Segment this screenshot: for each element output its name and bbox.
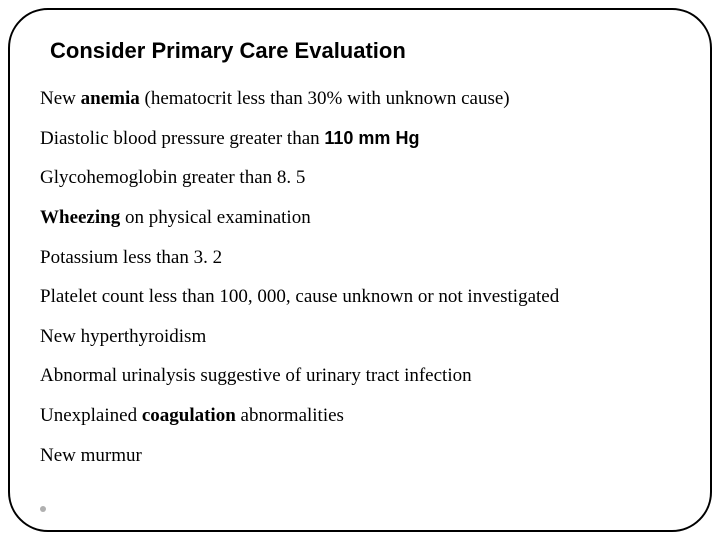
item-list: New anemia (hematocrit less than 30% wit… xyxy=(40,86,680,468)
item-prefix: Unexplained xyxy=(40,405,142,426)
item-prefix: Potassium less than 3. 2 xyxy=(40,247,222,268)
item-prefix: New xyxy=(40,88,81,109)
list-item: Abnormal urinalysis suggestive of urinar… xyxy=(40,363,680,389)
item-bold: anemia xyxy=(81,88,140,109)
list-item: Platelet count less than 100, 000, cause… xyxy=(40,284,680,310)
item-prefix: Abnormal urinalysis suggestive of urinar… xyxy=(40,365,472,386)
item-mid: (hematocrit less than 30% with unknown c… xyxy=(140,88,510,109)
slide-frame: Consider Primary Care Evaluation New ane… xyxy=(8,8,712,532)
list-item: Unexplained coagulation abnormalities xyxy=(40,403,680,429)
item-prefix: New hyperthyroidism xyxy=(40,326,206,347)
item-mid: abnormalities xyxy=(236,405,344,426)
footer-dot-icon xyxy=(40,506,46,512)
list-item: New hyperthyroidism xyxy=(40,324,680,350)
list-item: Potassium less than 3. 2 xyxy=(40,245,680,271)
list-item: Glycohemoglobin greater than 8. 5 xyxy=(40,165,680,191)
item-prefix: New murmur xyxy=(40,445,142,466)
list-item: Diastolic blood pressure greater than 11… xyxy=(40,126,680,152)
slide-title: Consider Primary Care Evaluation xyxy=(50,38,680,64)
item-sans-bold: 110 mm Hg xyxy=(324,128,419,148)
list-item: New anemia (hematocrit less than 30% wit… xyxy=(40,86,680,112)
item-prefix: Platelet count less than 100, 000, cause… xyxy=(40,286,559,307)
list-item: New murmur xyxy=(40,443,680,469)
item-bold: Wheezing xyxy=(40,207,120,228)
item-bold: coagulation xyxy=(142,405,236,426)
item-prefix: Diastolic blood pressure greater than xyxy=(40,128,324,149)
item-mid: on physical examination xyxy=(120,207,310,228)
list-item: Wheezing on physical examination xyxy=(40,205,680,231)
item-prefix: Glycohemoglobin greater than 8. 5 xyxy=(40,167,305,188)
